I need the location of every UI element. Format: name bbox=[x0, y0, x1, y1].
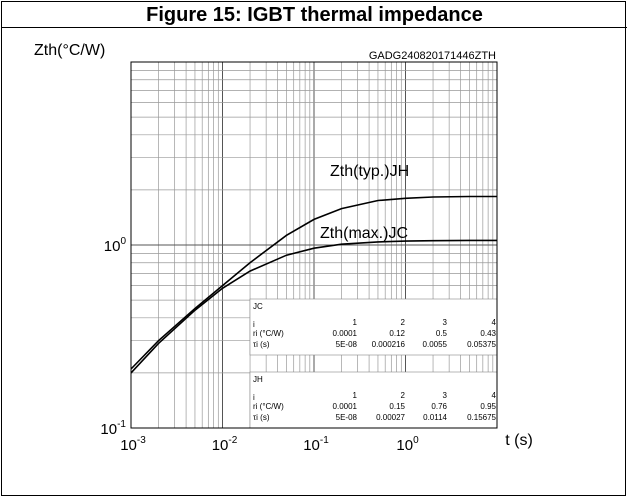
x-tick-label: 10-2 bbox=[212, 435, 238, 454]
parameter-table-jc bbox=[249, 298, 498, 356]
table-cell: 0.0001 bbox=[333, 402, 358, 411]
x-tick-label: 100 bbox=[396, 435, 419, 454]
table-cell: 0.5 bbox=[436, 329, 448, 338]
table-cell: 0.05375 bbox=[467, 340, 496, 349]
table-column-header: 4 bbox=[492, 391, 497, 400]
x-tick-label: 10-1 bbox=[303, 435, 329, 454]
y-axis-label: Zth(°C/W) bbox=[34, 42, 105, 59]
table-label: JC bbox=[253, 302, 263, 311]
table-cell: 0.43 bbox=[480, 329, 496, 338]
table-cell: 0.0001 bbox=[333, 329, 358, 338]
table-column-header: 4 bbox=[492, 318, 497, 327]
table-cell: 0.95 bbox=[480, 402, 496, 411]
curves bbox=[130, 195, 497, 374]
table-cell: 0.000216 bbox=[372, 340, 406, 349]
table-column-header: 1 bbox=[353, 391, 358, 400]
series-line bbox=[130, 239, 497, 374]
figure-title: Figure 15: IGBT thermal impedance bbox=[2, 2, 627, 28]
table-cell: 0.0114 bbox=[423, 413, 447, 422]
y-tick-label: 10-1 bbox=[100, 419, 126, 438]
table-cell: 5E-08 bbox=[336, 340, 358, 349]
table-row-header: i bbox=[253, 393, 255, 402]
table-column-header: 2 bbox=[401, 318, 406, 327]
table-column-header: 1 bbox=[353, 318, 358, 327]
table-cell: 0.76 bbox=[431, 402, 447, 411]
table-cell: 5E-08 bbox=[336, 413, 358, 422]
table-cell: 0.12 bbox=[389, 329, 405, 338]
x-tick-label: 10-3 bbox=[120, 435, 146, 454]
table-row-header: i bbox=[253, 320, 255, 329]
series-line bbox=[130, 195, 497, 370]
table-cell: 0.15675 bbox=[467, 413, 496, 422]
table-cell: 0.00027 bbox=[376, 413, 405, 422]
table-row-label: τi (s) bbox=[253, 340, 270, 349]
table-row-label: τi (s) bbox=[253, 413, 270, 422]
table-cell: 0.15 bbox=[389, 402, 405, 411]
table-column-header: 3 bbox=[443, 391, 448, 400]
plot-border bbox=[130, 61, 498, 429]
x-axis-label: t (s) bbox=[505, 432, 533, 449]
table-column-header: 3 bbox=[443, 318, 448, 327]
parameter-table-jh bbox=[249, 371, 498, 429]
series-label: Zth(max.)JC bbox=[320, 225, 408, 242]
series-label: Zth(typ.)JH bbox=[330, 163, 409, 180]
table-label: JH bbox=[253, 375, 263, 384]
parameter-tables: JC i 1 2 3 4 ri (°C/W) 0.0001 0.12 0.5 0.43 τi (s) 5… bbox=[249, 298, 498, 429]
table-row-label: ri (°C/W) bbox=[253, 329, 284, 338]
figure-code: GADG240820171446ZTH bbox=[369, 50, 496, 62]
y-tick-label: 100 bbox=[104, 236, 127, 255]
table-column-header: 2 bbox=[401, 391, 406, 400]
table-row-label: ri (°C/W) bbox=[253, 402, 284, 411]
table-cell: 0.0055 bbox=[423, 340, 448, 349]
